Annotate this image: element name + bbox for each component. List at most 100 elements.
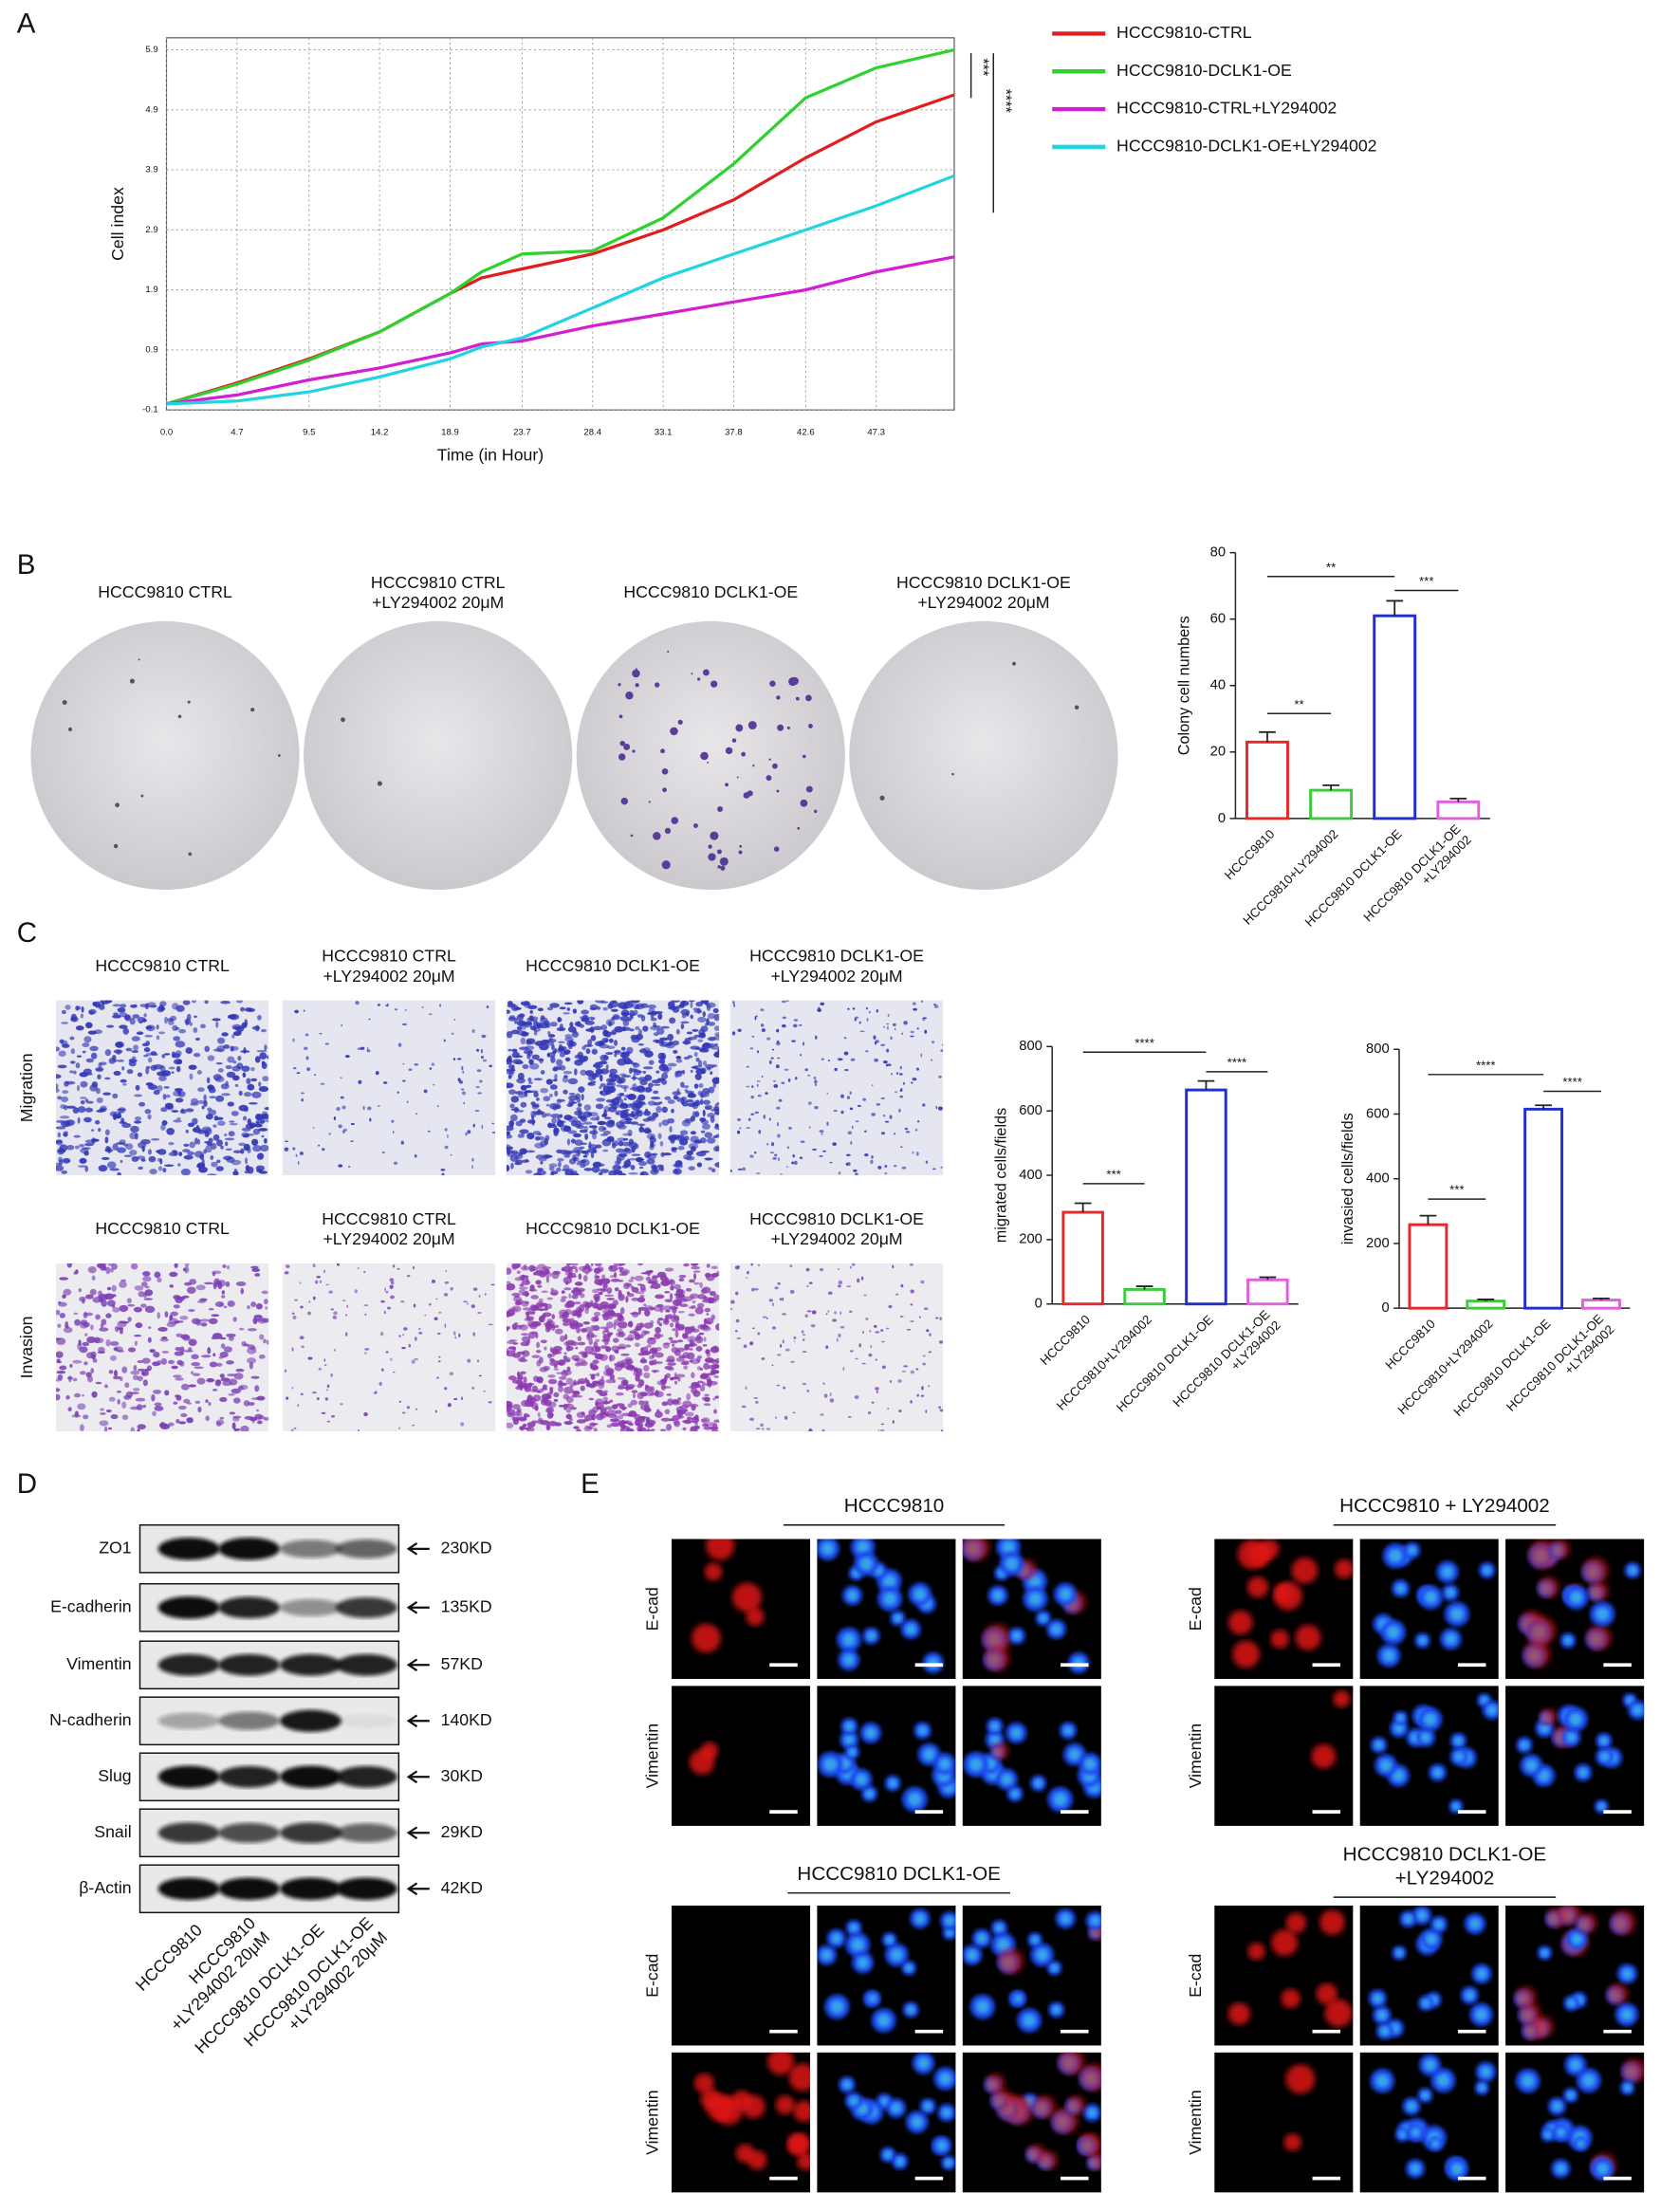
cell [524, 1300, 530, 1304]
cell [246, 1357, 257, 1364]
x-tick-label: HCCC9810 DCLK1-OE+LY294002 [1504, 1311, 1616, 1424]
cell [366, 1049, 371, 1053]
cell [247, 1328, 257, 1332]
cell [83, 1036, 92, 1043]
nucleus-core [1578, 1767, 1588, 1778]
cell [910, 1400, 913, 1404]
cell [96, 1109, 105, 1113]
cell [655, 1410, 663, 1418]
cell [402, 1062, 405, 1065]
cell [887, 1013, 890, 1018]
cell [534, 1135, 541, 1141]
row-label: E-cad [1186, 1954, 1205, 1998]
cell [508, 1015, 516, 1021]
cell [808, 1428, 812, 1431]
cell [892, 1264, 895, 1269]
cell [838, 1333, 841, 1338]
cell [877, 1165, 882, 1170]
cell [69, 1036, 75, 1041]
cell [443, 1293, 449, 1297]
cell [341, 1024, 343, 1027]
cell [682, 1427, 687, 1431]
cells [284, 1001, 496, 1176]
nucleus-core [1051, 2005, 1061, 2015]
cell [672, 1091, 682, 1096]
row-label: Invasion [17, 1316, 36, 1378]
cell [716, 1101, 720, 1106]
cell [693, 1051, 698, 1058]
cell [229, 1411, 236, 1415]
cell [852, 1007, 856, 1010]
cell [713, 1042, 718, 1046]
arrow [406, 1658, 430, 1672]
micrograph [282, 1263, 496, 1431]
cell [398, 1400, 401, 1403]
cell [684, 1343, 690, 1351]
cell [782, 1000, 786, 1004]
cell [402, 1079, 406, 1082]
cell [635, 1419, 640, 1427]
cell [183, 1154, 194, 1160]
cell [421, 1005, 424, 1008]
cell [838, 1284, 841, 1288]
cell [255, 1119, 266, 1124]
cell [290, 1429, 294, 1431]
cell [635, 1372, 641, 1376]
cell [106, 1024, 115, 1028]
stain [700, 2089, 722, 2111]
cell [578, 1086, 585, 1093]
cell [899, 1065, 902, 1070]
cell [757, 1332, 761, 1336]
cell [56, 1046, 61, 1052]
colony [138, 658, 140, 661]
cell [932, 1041, 935, 1044]
cell [577, 1308, 583, 1313]
cell [620, 1012, 630, 1016]
cell [694, 1306, 704, 1315]
cell [98, 1062, 102, 1069]
nucleus-core [1382, 1649, 1395, 1663]
cell [209, 1096, 217, 1099]
cell [663, 1043, 672, 1047]
cell [704, 1132, 713, 1138]
cell [220, 1295, 226, 1299]
cell [588, 1337, 593, 1346]
cell [363, 1352, 367, 1355]
cell [621, 1025, 627, 1032]
cell [697, 1380, 704, 1384]
protein-label: Vimentin [66, 1654, 132, 1673]
cell [624, 1094, 634, 1098]
cell [93, 1029, 102, 1035]
cell [781, 1081, 785, 1085]
cell [735, 1291, 739, 1296]
cell [537, 1168, 544, 1171]
cell [803, 1338, 805, 1341]
cell [344, 1055, 350, 1059]
cell [240, 1287, 245, 1295]
cell [301, 1097, 304, 1102]
cell [105, 1266, 111, 1275]
cell [819, 1267, 824, 1272]
cells [984, 2052, 1101, 2170]
cell [713, 1364, 720, 1368]
nucleus-core [1597, 1802, 1606, 1811]
cell [297, 1161, 300, 1165]
cell [516, 1409, 520, 1416]
cell [814, 1079, 818, 1084]
cell [300, 1092, 305, 1095]
cell [563, 1051, 569, 1056]
cell [637, 1297, 646, 1303]
cell [77, 1165, 88, 1168]
cell [130, 1427, 136, 1431]
x-tick-label: HCCC9810 [1038, 1312, 1094, 1368]
nucleus-core [938, 2072, 952, 2086]
cell [737, 1028, 742, 1032]
stain [704, 1562, 723, 1581]
cell [363, 1304, 369, 1306]
cell [608, 1001, 619, 1008]
cell [70, 1048, 76, 1055]
cell [838, 1171, 841, 1175]
cell [162, 1094, 167, 1100]
cell [576, 1429, 581, 1431]
cell [766, 1317, 768, 1319]
